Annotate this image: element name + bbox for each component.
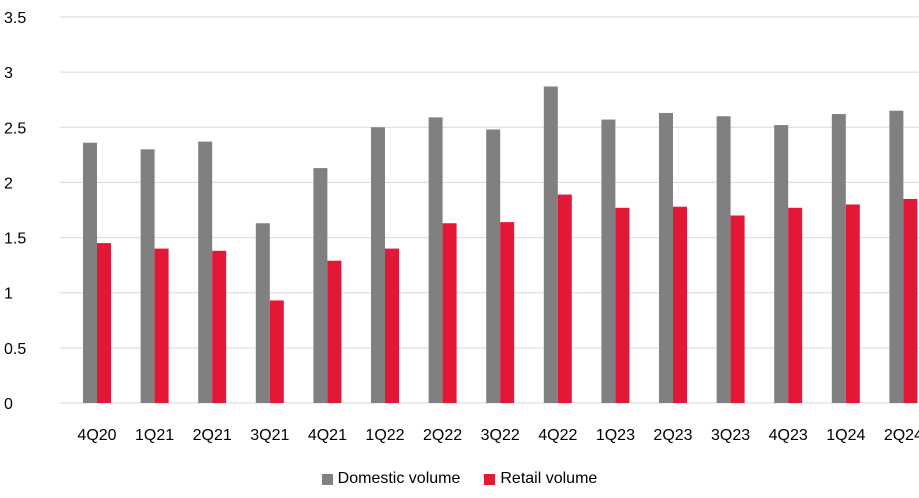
x-tick-label: 3Q21 (250, 427, 289, 444)
y-tick-label: 2.5 (4, 120, 26, 137)
x-tick-label: 2Q22 (423, 427, 462, 444)
bar-domestic-3Q23 (716, 116, 731, 403)
x-axis: 4Q20 1Q21 2Q21 3Q21 4Q21 1Q22 2Q22 3Q22 4Q22 1Q23… (77, 427, 919, 444)
y-tick-label: 0 (4, 396, 13, 413)
x-tick-label: 1Q23 (596, 427, 635, 444)
bar-domestic-1Q24 (831, 114, 846, 404)
x-tick-label: 3Q22 (481, 427, 520, 444)
bar-retail-2Q24 (903, 198, 918, 403)
bar-domestic-2Q21 (198, 141, 213, 403)
bar-domestic-3Q22 (486, 129, 501, 403)
bar-retail-4Q20 (97, 243, 111, 403)
x-tick-label: 2Q24 (884, 427, 919, 444)
y-tick-label: 1.5 (4, 231, 26, 248)
bar-retail-4Q21 (327, 260, 342, 403)
y-tick-label: 1 (4, 286, 13, 303)
bar-retail-4Q23 (788, 207, 803, 403)
x-tick-label: 4Q22 (538, 427, 577, 444)
bar-domestic-2Q23 (659, 112, 673, 403)
bar-retail-1Q24 (845, 204, 860, 403)
bar-retail-3Q22 (500, 222, 515, 403)
y-tick-label: 3 (4, 65, 13, 82)
bar-domestic-3Q21 (255, 223, 270, 403)
bar-domestic-4Q22 (543, 86, 558, 403)
y-axis: 0 0.5 1 1.5 2 2.5 3 3.5 (4, 10, 26, 413)
y-tick-label: 3.5 (4, 10, 26, 27)
bars (83, 86, 918, 404)
x-tick-label: 2Q23 (653, 427, 692, 444)
bar-domestic-2Q22 (428, 117, 443, 404)
bar-retail-2Q23 (673, 206, 687, 403)
bar-domestic-1Q21 (140, 149, 155, 403)
legend-swatch-domestic (321, 473, 333, 485)
x-tick-label: 2Q21 (193, 427, 232, 444)
bar-chart: 0 0.5 1 1.5 2 2.5 3 3.5 4Q20 1Q21 2Q21 3Q21 4Q21 1Q2… (4, 10, 919, 444)
x-tick-label: 1Q24 (826, 427, 865, 444)
bar-retail-3Q21 (269, 300, 284, 403)
bar-domestic-2Q24 (889, 110, 904, 403)
bar-domestic-4Q21 (313, 168, 328, 403)
bar-retail-1Q22 (385, 248, 399, 403)
legend-label-domestic: Domestic volume (337, 470, 461, 487)
bar-domestic-1Q22 (371, 127, 385, 404)
bar-domestic-1Q23 (601, 119, 616, 404)
x-tick-label: 1Q21 (135, 427, 174, 444)
bar-retail-4Q22 (557, 194, 572, 403)
legend-item-retail: Retail volume (484, 470, 597, 488)
x-tick-label: 4Q21 (308, 427, 347, 444)
x-tick-label: 1Q22 (365, 427, 404, 444)
x-tick-label: 3Q23 (711, 427, 750, 444)
legend: Domestic volume Retail volume (0, 470, 919, 488)
bar-retail-2Q22 (442, 223, 457, 403)
legend-label-retail: Retail volume (500, 470, 598, 487)
legend-swatch-retail (484, 473, 496, 485)
x-tick-label: 4Q23 (769, 427, 808, 444)
bar-retail-1Q23 (615, 207, 630, 403)
y-tick-label: 2 (4, 175, 13, 192)
x-tick-label: 4Q20 (77, 427, 116, 444)
y-tick-label: 0.5 (4, 341, 26, 358)
legend-item-domestic: Domestic volume (321, 470, 461, 488)
bar-retail-2Q21 (212, 250, 227, 403)
bar-domestic-4Q23 (774, 125, 789, 403)
bar-retail-3Q23 (730, 215, 745, 403)
bar-domestic-4Q20 (83, 142, 97, 403)
bar-retail-1Q21 (154, 248, 169, 403)
